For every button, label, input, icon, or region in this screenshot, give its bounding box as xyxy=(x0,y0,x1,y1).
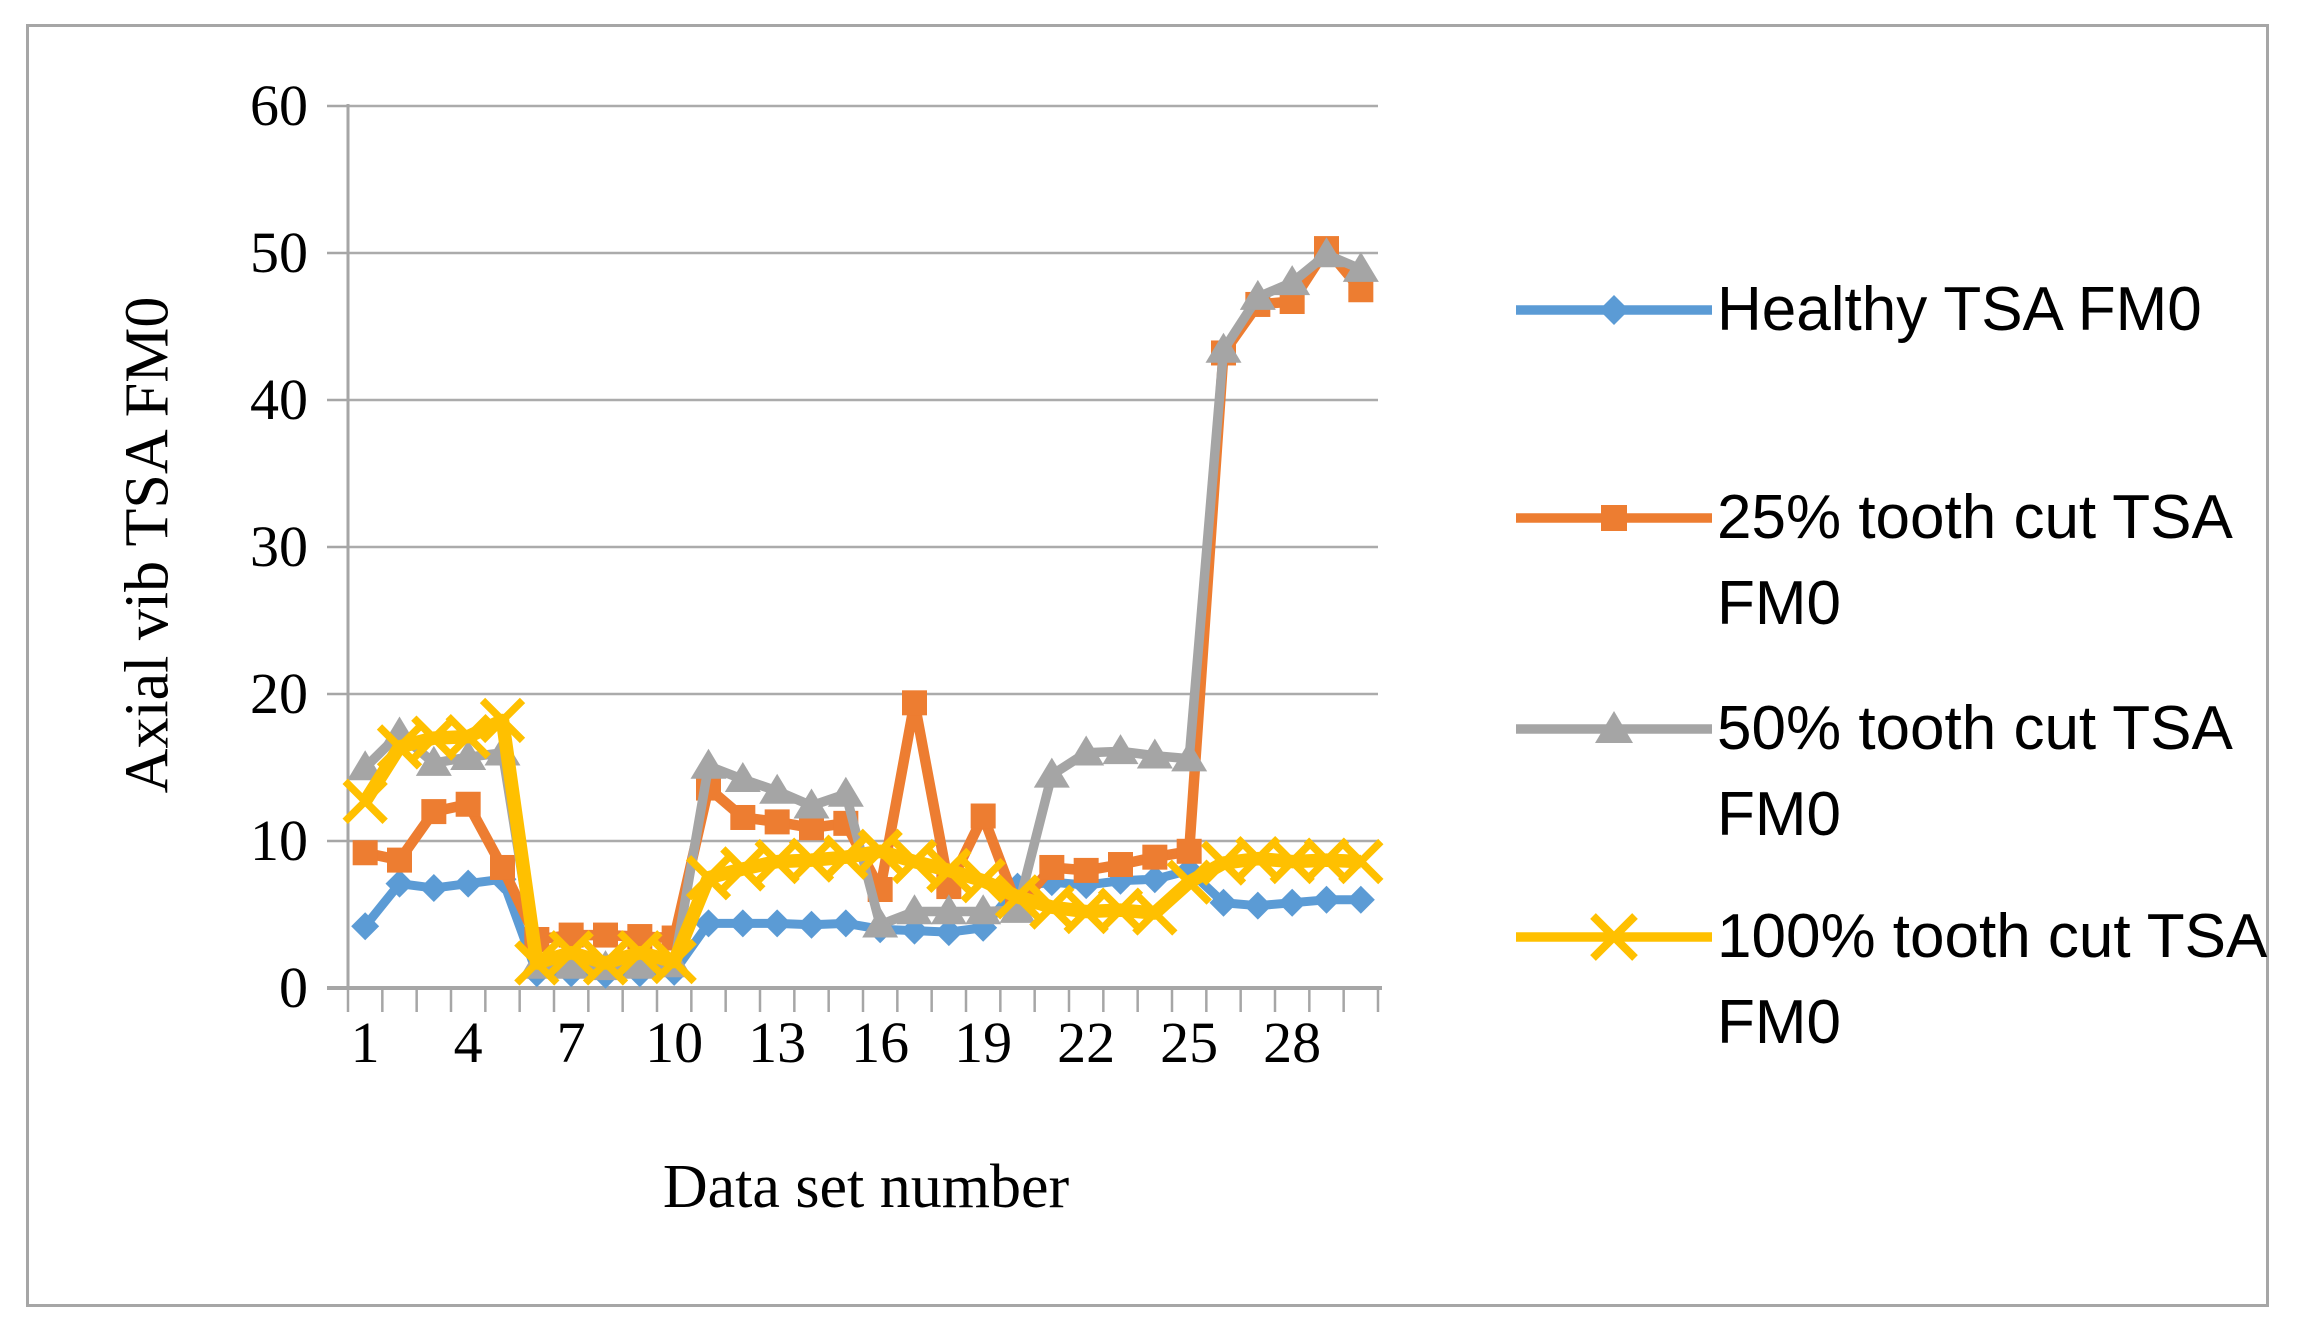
legend-label-healthy: Healthy TSA FM0 xyxy=(1717,275,2202,344)
y-axis-title: Axial vib TSA FM0 xyxy=(113,296,182,794)
legend-label-50-tooth-cut: 50% tooth cut TSA FM0 xyxy=(1717,694,2230,849)
x-tick-label-16: 16 xyxy=(851,1010,909,1075)
legend: Healthy TSA FM0 25% tooth cut TSA FM0 50… xyxy=(1512,0,2292,1333)
legend-label-100-tooth-cut: 100% tooth cut TSA FM0 xyxy=(1717,902,2264,1057)
x-tick-label-1: 1 xyxy=(351,1010,380,1075)
legend-item-healthy: Healthy TSA FM0 xyxy=(1512,267,2292,353)
x-tick-label-25: 25 xyxy=(1160,1010,1218,1075)
x-tick-label-28: 28 xyxy=(1263,1010,1321,1075)
legend-item-50-tooth-cut: 50% tooth cut TSA FM0 xyxy=(1512,686,2292,858)
series-3 xyxy=(342,697,1384,986)
legend-item-100-tooth-cut: 100% tooth cut TSA FM0 xyxy=(1512,894,2292,1066)
x-tick-label-10: 10 xyxy=(645,1010,703,1075)
y-tick-label-30: 30 xyxy=(250,514,308,579)
25-tooth-cut-series-swatch-icon xyxy=(1516,505,1712,531)
y-tick-label-0: 0 xyxy=(279,955,308,1020)
y-tick-label-20: 20 xyxy=(250,661,308,726)
y-tick-label-60: 60 xyxy=(250,73,308,138)
y-tick-label-50: 50 xyxy=(250,220,308,285)
legend-item-25-tooth-cut: 25% tooth cut TSA FM0 xyxy=(1512,475,2292,647)
x-tick-label-22: 22 xyxy=(1057,1010,1115,1075)
x-tick-label-7: 7 xyxy=(557,1010,586,1075)
legend-label-25-tooth-cut: 25% tooth cut TSA FM0 xyxy=(1717,483,2230,638)
x-tick-label-4: 4 xyxy=(454,1010,483,1075)
50-tooth-cut-series-swatch-icon xyxy=(1516,711,1712,743)
x-tick-label-19: 19 xyxy=(954,1010,1012,1075)
y-tick-label-10: 10 xyxy=(250,808,308,873)
chart-outer-frame xyxy=(26,24,2269,1307)
x-axis-title: Data set number xyxy=(662,1153,1070,1221)
x-tick-label-13: 13 xyxy=(748,1010,806,1075)
healthy-series-swatch-icon xyxy=(1516,295,1712,325)
y-tick-label-40: 40 xyxy=(250,367,308,432)
100-tooth-cut-series-swatch-icon xyxy=(1516,913,1712,961)
